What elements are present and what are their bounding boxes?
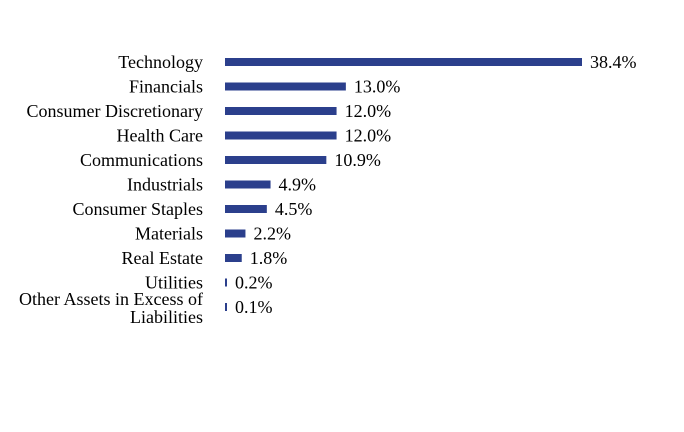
bar-7 [225,229,246,238]
category-label-2: Consumer Discretionary [27,101,203,121]
value-label-3: 12.0% [345,126,392,146]
category-label-10: Other Assets in Excess of Liabilities [19,289,203,327]
category-label-10-line-0: Other Assets in Excess of [19,289,203,309]
bar-6 [225,205,267,213]
category-label-3: Health Care [117,126,203,146]
bar-8 [225,254,242,262]
bar-0 [225,58,582,66]
category-label-1: Financials [129,77,203,97]
value-label-5: 4.9% [279,175,317,195]
bar-2 [225,107,337,115]
bar-4 [225,156,327,164]
value-label-8: 1.8% [250,248,288,268]
category-label-9: Utilities [145,273,203,293]
category-labels-group: Technology Financials Consumer Discretiona… [19,52,203,327]
value-label-7: 2.2% [253,224,291,244]
category-label-0: Technology [118,52,203,72]
category-label-8: Real Estate [122,248,203,268]
bar-3 [225,131,337,140]
bar-1 [225,82,346,91]
value-label-10: 0.1% [235,297,273,317]
category-label-5: Industrials [127,175,203,195]
bars-group [225,58,582,311]
value-label-1: 13.0% [354,77,401,97]
category-label-4: Communications [80,150,203,170]
category-label-7: Materials [135,224,203,244]
value-label-9: 0.2% [235,273,273,293]
category-label-6: Consumer Staples [73,199,204,219]
category-label-10-line-1: Liabilities [130,307,203,327]
value-label-4: 10.9% [334,150,381,170]
value-label-0: 38.4% [590,52,637,72]
value-label-6: 4.5% [275,199,313,219]
bar-5 [225,180,271,189]
bar-10 [225,303,227,311]
value-labels-group: 38.4% 13.0% 12.0% 12.0% 10.9% 4.9% 4.5% 2.2% 1.8… [235,52,637,317]
value-label-2: 12.0% [345,101,392,121]
bar-9 [225,278,227,287]
